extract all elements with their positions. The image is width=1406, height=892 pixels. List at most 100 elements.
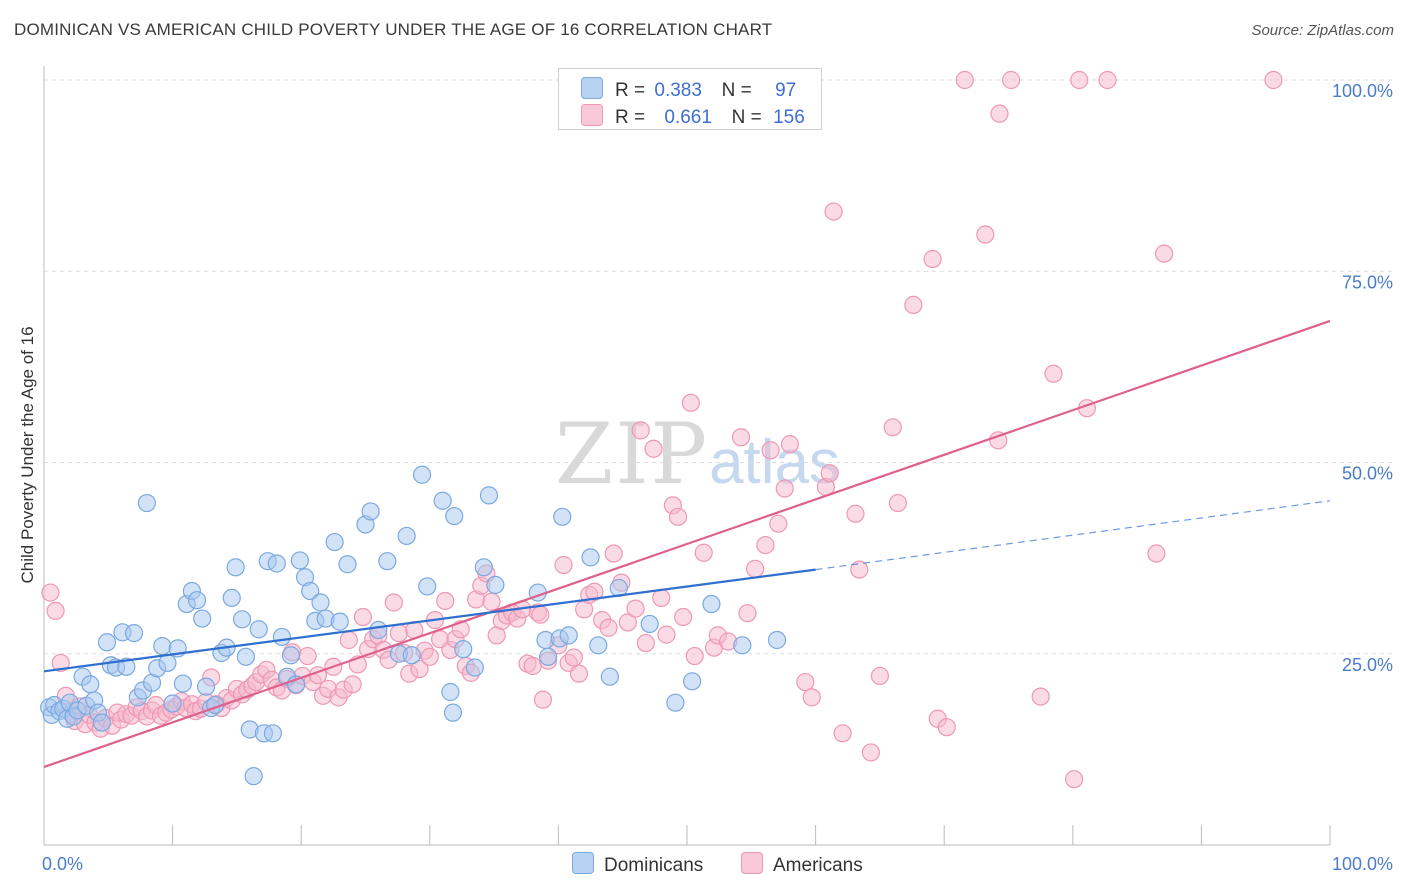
americans-point — [694, 543, 713, 562]
dominicans-point — [196, 677, 216, 696]
americans-point — [833, 724, 852, 743]
watermark-zip: ZIP — [555, 405, 710, 503]
americans-point — [599, 618, 618, 637]
x-tick-label: 0.0% — [42, 854, 83, 874]
legend-r-label: R = — [615, 80, 646, 101]
dominicans-point — [330, 612, 349, 631]
dominicans-point — [361, 502, 380, 521]
dominicans-point — [600, 667, 619, 686]
y-tick-label: 25.0% — [1342, 655, 1393, 675]
dominicans-trend-extension — [815, 500, 1331, 571]
americans-point — [883, 418, 902, 437]
correlation-legend: R = 0.383 N = 97 R = 0.661 N = 156 — [558, 68, 822, 130]
legend-row-americans: R = 0.661 N = 156 — [581, 104, 805, 130]
americans-point — [802, 688, 821, 707]
dominicans-point — [465, 658, 484, 677]
americans-point — [298, 646, 317, 666]
americans-point — [761, 441, 780, 460]
dominicans-point — [232, 610, 252, 629]
dominicans-swatch — [572, 852, 594, 874]
americans-point — [904, 295, 923, 315]
legend-n-label: N = — [731, 107, 762, 128]
dominicans-point — [433, 491, 452, 510]
americans-point — [420, 647, 439, 666]
americans-point — [989, 431, 1008, 450]
americans-point — [888, 493, 908, 513]
y-tick-label: 75.0% — [1342, 272, 1393, 292]
dominicans-point — [369, 620, 388, 640]
americans-swatch — [581, 104, 603, 126]
americans-point — [1098, 70, 1117, 90]
dominicans-point — [702, 594, 721, 614]
dominicans-point — [81, 675, 100, 694]
americans-point — [681, 393, 700, 412]
dominicans-point — [559, 626, 578, 645]
americans-point — [1031, 687, 1050, 706]
americans-point — [1001, 70, 1021, 90]
americans-point — [569, 664, 589, 683]
americans-point — [937, 718, 956, 737]
americans-point — [657, 625, 676, 644]
americans-point — [846, 504, 865, 523]
americans-point — [1147, 544, 1166, 563]
americans-point — [585, 582, 604, 601]
dominicans-trend-line — [43, 568, 816, 673]
dominicans-point — [539, 647, 558, 666]
dominicans-point — [325, 532, 344, 552]
dominicans-point — [445, 506, 464, 526]
americans-point — [668, 507, 688, 526]
americans-point — [756, 536, 775, 555]
legend-r-value: 0.383 — [654, 80, 702, 101]
dominicans-point — [193, 609, 212, 628]
americans-point — [1155, 244, 1174, 263]
americans-point — [738, 604, 757, 623]
americans-point — [861, 743, 880, 762]
americans-point — [1064, 770, 1084, 789]
dominicans-point — [153, 636, 172, 656]
americans-point — [674, 607, 693, 627]
y-tick-label: 100.0% — [1332, 81, 1393, 101]
legend-label-dominicans: Dominicans — [604, 855, 704, 876]
dominicans-point — [479, 486, 499, 505]
dominicans-point — [767, 630, 787, 650]
americans-point — [41, 583, 60, 602]
dominicans-point — [378, 552, 397, 571]
dominicans-point — [486, 575, 505, 595]
dominicans-point — [311, 593, 330, 612]
legend-item-dominicans: Dominicans — [572, 852, 703, 877]
americans-point — [51, 653, 70, 673]
legend-n-value: 156 — [773, 107, 805, 128]
americans-point — [923, 249, 942, 269]
legend-r-label: R = — [615, 107, 646, 128]
dominicans-point — [124, 623, 144, 643]
americans-point — [685, 646, 704, 666]
americans-point — [850, 560, 869, 579]
americans-point — [1044, 364, 1063, 383]
chart-title: DOMINICAN VS AMERICAN CHILD POVERTY UNDE… — [14, 20, 773, 39]
dominicans-point — [412, 465, 432, 484]
dominicans-point — [163, 694, 182, 713]
x-tick-label: 100.0% — [1332, 854, 1393, 874]
dominicans-point — [281, 646, 301, 665]
dominicans-point — [474, 558, 493, 577]
americans-point — [46, 601, 65, 621]
americans-point — [339, 630, 358, 650]
americans-point — [631, 421, 650, 440]
dominicans-point — [290, 551, 310, 570]
legend-n-label: N = — [721, 80, 752, 101]
americans-point — [618, 613, 637, 632]
dominicans-point — [397, 526, 416, 546]
americans-point — [353, 607, 373, 627]
americans-point — [976, 225, 995, 244]
americans-point — [533, 690, 553, 709]
dominicans-point — [418, 577, 437, 596]
americans-point — [436, 591, 455, 611]
americans-swatch — [741, 852, 763, 874]
americans-point — [564, 648, 583, 667]
dominicans-point — [226, 558, 245, 577]
dominicans-point — [589, 636, 608, 655]
americans-point — [1264, 70, 1283, 90]
americans-point — [626, 599, 645, 618]
y-tick-label: 50.0% — [1342, 464, 1393, 484]
americans-point — [389, 623, 409, 643]
